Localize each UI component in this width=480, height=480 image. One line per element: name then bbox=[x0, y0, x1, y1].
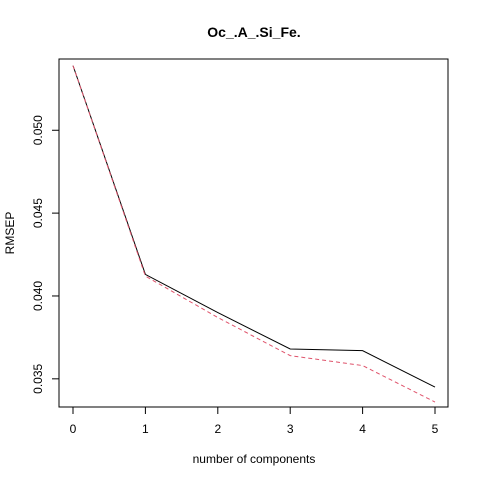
x-tick-label: 2 bbox=[214, 422, 221, 436]
y-tick-label: 0.045 bbox=[31, 198, 45, 228]
x-tick-label: 0 bbox=[70, 422, 77, 436]
x-tick-label: 3 bbox=[287, 422, 294, 436]
series-lines bbox=[72, 65, 436, 403]
y-axis-label: RMSEP bbox=[3, 212, 17, 255]
x-tick-label: 5 bbox=[432, 422, 439, 436]
x-tick-label: 4 bbox=[359, 422, 366, 436]
plot-frame bbox=[58, 58, 449, 408]
series-line-solid bbox=[72, 65, 436, 388]
x-axis-label: number of components bbox=[193, 452, 316, 466]
x-tick-label: 1 bbox=[142, 422, 149, 436]
chart-title: Oc_.A_.Si_Fe. bbox=[207, 24, 300, 40]
y-tick-label: 0.050 bbox=[31, 115, 45, 145]
axis-ticks: 0 1 2 3 4 5 0.035 0.040 0.045 0.050 bbox=[31, 115, 439, 436]
y-tick-label: 0.040 bbox=[31, 281, 45, 311]
series-line-dashed bbox=[72, 65, 436, 403]
y-tick-label: 0.035 bbox=[31, 363, 45, 393]
